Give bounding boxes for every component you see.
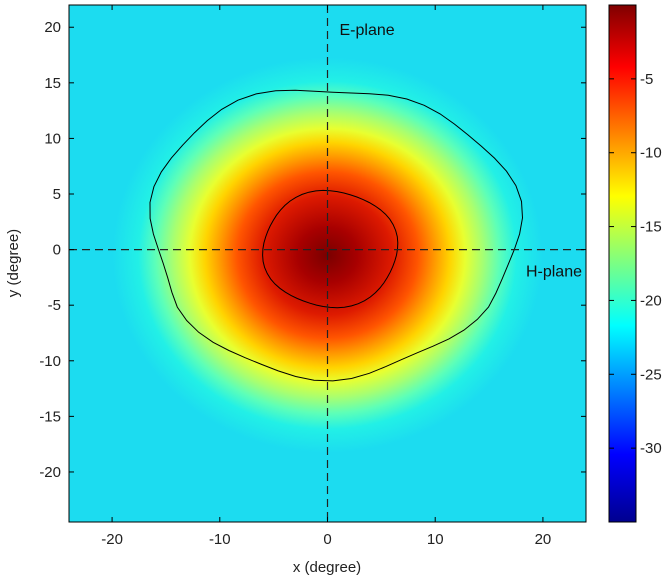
x-tick-label: 10 (427, 531, 444, 548)
plot-area: E-plane H-plane (68, 4, 587, 523)
y-tick-label: -15 (39, 408, 61, 425)
x-tick-label: 0 (323, 531, 331, 548)
y-tick-label: 20 (44, 19, 61, 36)
x-axis-label: x (degree) (293, 559, 361, 576)
y-axis-label: y (degree) (5, 229, 22, 297)
y-tick-label: 10 (44, 130, 61, 147)
contour-line (262, 189, 399, 309)
contour-layer (149, 89, 524, 382)
colorbar-tick-label: -5 (640, 71, 653, 88)
h-plane-label: H-plane (526, 264, 582, 281)
colorbar-tick-label: -10 (640, 145, 662, 162)
colorbar-ticks: -5 -10 -15 -20 -25 -30 (609, 71, 662, 457)
x-tick-label: 20 (535, 531, 552, 548)
y-tick-label: 0 (53, 242, 61, 259)
y-axis-ticks: 20 15 10 5 0 -5 -10 -15 -20 (39, 19, 586, 481)
y-tick-label: -5 (48, 297, 61, 314)
colorbar: -5 -10 -15 -20 -25 -30 (608, 4, 662, 523)
colorbar-tick-label: -25 (640, 366, 662, 383)
y-tick-label: 15 (44, 75, 61, 92)
y-tick-label: -10 (39, 353, 61, 370)
e-plane-label: E-plane (340, 22, 395, 39)
x-tick-label: -10 (209, 531, 231, 548)
x-axis-ticks: -20 -10 0 10 20 (101, 5, 551, 548)
colorbar-tick-label: -20 (640, 292, 662, 309)
y-tick-label: -20 (39, 464, 61, 481)
colorbar-tick-label: -15 (640, 219, 662, 236)
y-tick-label: 5 (53, 186, 61, 203)
contour-line (149, 89, 524, 382)
x-tick-label: -20 (101, 531, 123, 548)
colorbar-gradient (608, 4, 637, 523)
colorbar-tick-label: -30 (640, 440, 662, 457)
reference-lines: E-plane H-plane (69, 5, 586, 522)
